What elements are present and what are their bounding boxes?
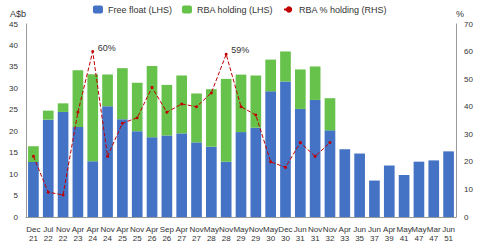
svg-text:Nov: Nov	[249, 225, 263, 234]
svg-text:35: 35	[355, 234, 364, 243]
svg-text:Apr: Apr	[175, 225, 188, 234]
svg-text:39: 39	[385, 234, 394, 243]
svg-text:33: 33	[340, 234, 349, 243]
svg-text:Apr: Apr	[116, 225, 129, 234]
svg-text:26: 26	[162, 234, 171, 243]
svg-text:Jun: Jun	[294, 225, 307, 234]
svg-text:31: 31	[296, 234, 305, 243]
svg-text:Nov: Nov	[323, 225, 337, 234]
svg-text:Jun: Jun	[442, 225, 455, 234]
svg-text:Mar: Mar	[427, 225, 441, 234]
svg-text:30: 30	[464, 130, 473, 139]
svg-text:5: 5	[14, 191, 19, 200]
svg-text:24: 24	[88, 234, 97, 243]
svg-text:RBA % holding (RHS): RBA % holding (RHS)	[299, 5, 387, 15]
svg-text:May: May	[397, 225, 412, 234]
svg-text:26: 26	[148, 234, 157, 243]
svg-text:22: 22	[44, 234, 53, 243]
svg-text:47: 47	[429, 234, 438, 243]
svg-text:29: 29	[251, 234, 260, 243]
svg-text:May: May	[204, 225, 219, 234]
svg-text:A$b: A$b	[10, 9, 26, 19]
svg-text:RBA holding (LHS): RBA holding (LHS)	[197, 5, 273, 15]
svg-text:23: 23	[73, 234, 82, 243]
svg-text:Jul: Jul	[43, 225, 53, 234]
svg-text:30: 30	[266, 234, 275, 243]
svg-text:22: 22	[59, 234, 68, 243]
svg-text:30: 30	[281, 234, 290, 243]
svg-text:Apr: Apr	[339, 225, 352, 234]
svg-text:45: 45	[9, 20, 18, 29]
svg-text:Dec: Dec	[278, 225, 292, 234]
svg-text:32: 32	[326, 234, 335, 243]
svg-text:50: 50	[464, 75, 473, 84]
svg-text:59%: 59%	[231, 45, 249, 55]
svg-text:40: 40	[9, 41, 18, 50]
svg-text:Apr: Apr	[383, 225, 396, 234]
svg-text:Nov: Nov	[308, 225, 322, 234]
svg-text:Nov: Nov	[100, 225, 114, 234]
svg-text:25: 25	[118, 234, 127, 243]
svg-text:Jun: Jun	[353, 225, 366, 234]
svg-text:28: 28	[222, 234, 231, 243]
svg-text:Apr: Apr	[72, 225, 85, 234]
svg-text:41: 41	[400, 234, 409, 243]
svg-text:May: May	[411, 225, 426, 234]
svg-text:47: 47	[414, 234, 423, 243]
svg-text:Dec: Dec	[26, 225, 40, 234]
svg-text:35: 35	[9, 62, 18, 71]
svg-text:31: 31	[311, 234, 320, 243]
svg-text:10: 10	[464, 185, 473, 194]
svg-text:27: 27	[192, 234, 201, 243]
svg-text:0: 0	[464, 213, 469, 222]
svg-text:0: 0	[14, 213, 19, 222]
svg-text:Sep: Sep	[160, 225, 175, 234]
svg-text:Apr: Apr	[146, 225, 159, 234]
svg-text:Apr: Apr	[86, 225, 99, 234]
svg-text:25: 25	[133, 234, 142, 243]
svg-text:Nov: Nov	[56, 225, 70, 234]
svg-text:29: 29	[237, 234, 246, 243]
svg-text:28: 28	[207, 234, 216, 243]
svg-text:Nov: Nov	[130, 225, 144, 234]
svg-text:51: 51	[444, 234, 453, 243]
svg-text:60%: 60%	[98, 43, 116, 53]
svg-text:20: 20	[464, 157, 473, 166]
svg-text:Nov: Nov	[219, 225, 233, 234]
svg-text:10: 10	[9, 170, 18, 179]
svg-text:Jun: Jun	[368, 225, 381, 234]
svg-text:%: %	[456, 9, 464, 19]
svg-text:37: 37	[370, 234, 379, 243]
svg-text:27: 27	[177, 234, 186, 243]
svg-text:24: 24	[103, 234, 112, 243]
svg-text:70: 70	[464, 20, 473, 29]
svg-text:30: 30	[9, 84, 18, 93]
svg-text:May: May	[233, 225, 248, 234]
svg-text:60: 60	[464, 47, 473, 56]
svg-text:20: 20	[9, 127, 18, 136]
svg-text:May: May	[263, 225, 278, 234]
svg-text:Nov: Nov	[189, 225, 203, 234]
svg-text:40: 40	[464, 102, 473, 111]
svg-text:15: 15	[9, 148, 18, 157]
svg-text:21: 21	[29, 234, 38, 243]
svg-text:Free float (LHS): Free float (LHS)	[108, 5, 172, 15]
svg-text:25: 25	[9, 105, 18, 114]
